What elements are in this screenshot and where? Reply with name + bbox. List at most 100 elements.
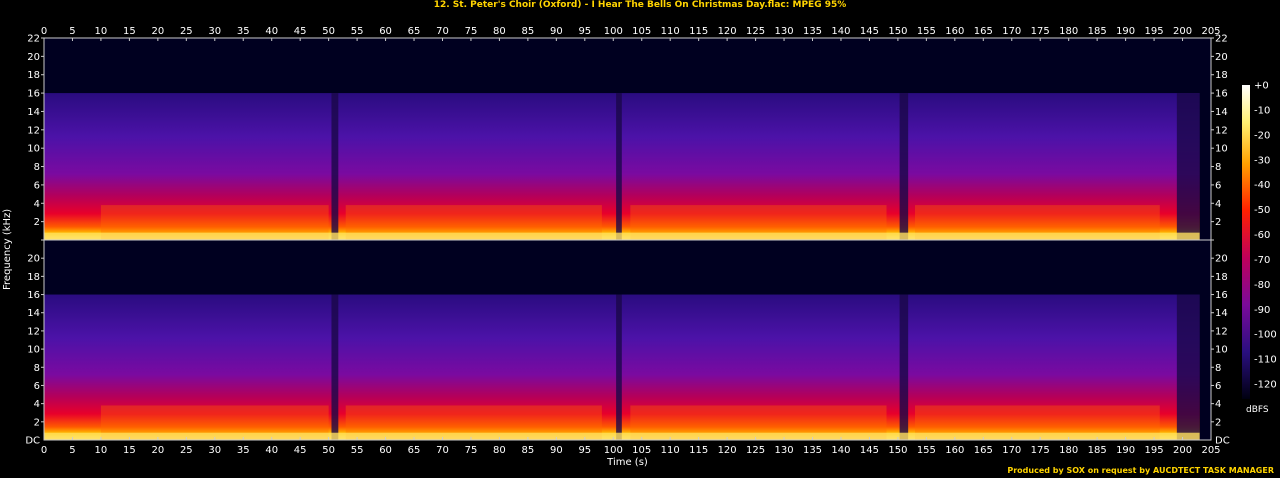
x-tick-label: 65 [408,445,421,456]
chart-title: 12. St. Peter's Choir (Oxford) - I Hear … [433,0,847,10]
x-tick-label: 190 [1116,445,1135,456]
y-tick-label: 12 [1215,326,1228,337]
x-tick-label: 115 [689,445,708,456]
colorbar-tick-label: -70 [1254,255,1270,266]
x-tick-label: 80 [493,445,506,456]
x-tick-label: 190 [1116,26,1135,37]
y-tick-label: 2 [1215,417,1221,428]
x-tick-label: 35 [237,26,250,37]
x-tick-label: 145 [860,26,879,37]
x-tick-label: 110 [661,26,680,37]
x-tick-label: 135 [803,445,822,456]
colorbar-tick-label: -80 [1254,280,1270,291]
x-tick-label: 80 [493,26,506,37]
colorbar [1242,85,1250,399]
colorbar-tick-label: -90 [1254,305,1270,316]
x-tick-label: 170 [1002,26,1021,37]
y-tick-label: 14 [27,107,40,118]
y-tick-label: 6 [34,381,40,392]
y-tick-label: 18 [1215,70,1228,81]
y-tick-label: 10 [27,345,40,356]
y-tick-label: 20 [1215,254,1228,265]
x-tick-label: 170 [1002,445,1021,456]
x-axis-label: Time (s) [607,457,648,468]
x-tick-label: 45 [294,26,307,37]
y-tick-label: 12 [1215,125,1228,136]
x-tick-label: 10 [95,445,108,456]
x-tick-label: 105 [632,445,651,456]
x-tick-label: 65 [408,26,421,37]
x-tick-label: 50 [322,26,335,37]
y-tick-label: 6 [1215,381,1221,392]
x-tick-label: 85 [522,445,535,456]
y-tick-label: 6 [34,180,40,191]
x-tick-label: 165 [974,445,993,456]
x-tick-label: 5 [69,445,75,456]
x-tick-label: 15 [123,26,136,37]
y-tick-label: 18 [27,70,40,81]
y-tick-label: 16 [27,290,40,301]
colorbar-tick-label: -110 [1254,355,1277,366]
y-tick-label: 16 [1215,290,1228,301]
y-tick-label: 12 [27,326,40,337]
x-tick-label: 125 [746,26,765,37]
x-tick-label: 10 [95,26,108,37]
credit-text: Produced by SOX on request by AUCDTECT T… [1007,466,1274,475]
x-tick-label: 155 [917,26,936,37]
x-tick-label: 155 [917,445,936,456]
x-tick-label: 75 [465,445,478,456]
y-tick-label: 18 [27,272,40,283]
x-tick-label: 70 [436,445,449,456]
x-tick-label: 150 [888,26,907,37]
y-tick-label: 12 [27,125,40,136]
x-tick-label: 140 [831,445,850,456]
x-tick-label: 90 [550,445,563,456]
x-tick-label: 180 [1059,445,1078,456]
x-tick-label: 145 [860,445,879,456]
y-tick-label: 8 [1215,363,1221,374]
x-tick-label: 25 [180,26,193,37]
x-tick-label: 90 [550,26,563,37]
x-tick-label: 135 [803,26,822,37]
y-tick-label: 6 [1215,180,1221,191]
y-tick-label: 22 [1215,34,1228,45]
y-tick-dc-label: DC [25,436,40,447]
x-tick-label: 200 [1173,445,1192,456]
x-tick-label: 70 [436,26,449,37]
y-tick-label: 16 [27,89,40,100]
channel-panel-1 [43,37,1212,241]
x-tick-label: 195 [1145,445,1164,456]
x-tick-label: 115 [689,26,708,37]
x-tick-label: 45 [294,445,307,456]
y-tick-label: 4 [1215,399,1221,410]
y-tick-label: 4 [34,399,40,410]
x-tick-label: 165 [974,26,993,37]
y-tick-label: 10 [1215,345,1228,356]
colorbar-tick-label: -50 [1254,205,1270,216]
x-tick-label: 60 [379,26,392,37]
y-tick-label: 18 [1215,272,1228,283]
channel-panel-2 [43,239,1212,441]
y-tick-label: 22 [27,34,40,45]
x-tick-label: 100 [604,26,623,37]
x-tick-label: 15 [123,445,136,456]
colorbar-tick-label: -120 [1254,380,1277,391]
x-tick-label: 0 [41,445,47,456]
x-tick-label: 205 [1201,26,1220,37]
x-tick-label: 120 [718,26,737,37]
x-tick-label: 195 [1145,26,1164,37]
y-tick-label: 20 [27,254,40,265]
y-tick-label: 16 [1215,89,1228,100]
x-tick-label: 95 [578,26,591,37]
x-tick-label: 95 [578,445,591,456]
x-tick-label: 20 [151,445,164,456]
x-tick-label: 30 [208,26,221,37]
x-tick-label: 100 [604,445,623,456]
x-tick-label: 0 [41,26,47,37]
y-tick-label: 8 [1215,162,1221,173]
x-tick-label: 55 [351,26,364,37]
y-tick-label: 2 [34,217,40,228]
x-tick-label: 105 [632,26,651,37]
x-tick-label: 125 [746,445,765,456]
